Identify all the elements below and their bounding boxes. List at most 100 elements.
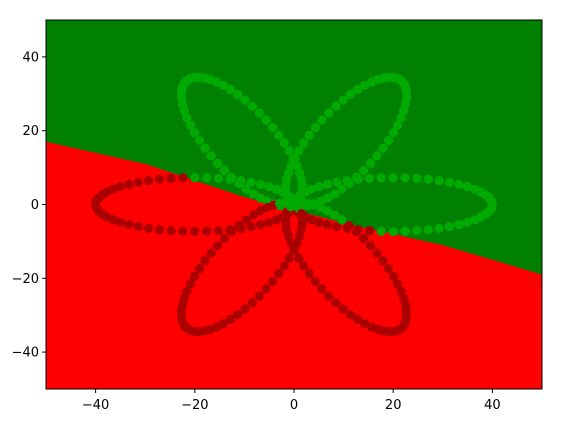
- data-point-petal-2-32: [211, 77, 222, 87]
- data-point-petal-4-20: [124, 220, 134, 230]
- y-tick-label: 20: [22, 124, 39, 139]
- data-point-petal-6-43: [226, 227, 237, 237]
- data-point-petal-5-8: [330, 210, 340, 220]
- data-point-petal-5-15: [378, 256, 388, 266]
- data-point-petal-5-9: [337, 215, 347, 225]
- data-point-petal-2-43: [284, 146, 294, 156]
- data-point-petal-3-14: [388, 172, 398, 183]
- data-point-petal-4-13: [202, 226, 212, 236]
- data-point-petal-3-34: [454, 220, 464, 230]
- data-point-petal-5-11: [351, 227, 362, 237]
- y-axis: −40 −20 0 20 40: [12, 50, 46, 361]
- data-point-petal-6-19: [233, 310, 243, 320]
- data-point-petal-6-41: [212, 241, 223, 251]
- data-point-petal-2-8: [248, 189, 258, 199]
- data-point-petal-4-34: [124, 179, 134, 189]
- data-point-petal-6-12: [279, 261, 289, 271]
- data-point-petal-6-9: [292, 238, 302, 248]
- data-point-petal-2-9: [241, 184, 251, 194]
- data-point-petal-4-32: [108, 184, 118, 194]
- data-point-petal-4-44: [236, 176, 246, 186]
- data-point-petal-3-19: [444, 177, 455, 187]
- data-point-petal-5-7: [322, 206, 333, 216]
- data-point-petal-1-11: [294, 146, 304, 156]
- data-point-petal-4-14: [190, 226, 200, 237]
- data-point-petal-3-17: [423, 174, 433, 184]
- data-point-petal-1-34: [399, 106, 409, 116]
- data-point-petal-2-34: [225, 84, 235, 95]
- data-point-petal-1-19: [345, 89, 355, 99]
- data-point-petal-3-33: [462, 217, 473, 227]
- data-point-petal-5-17: [388, 271, 399, 281]
- data-point-petal-5-40: [310, 276, 320, 287]
- data-point-petal-3-32: [470, 215, 480, 225]
- data-point-petal-3-7: [314, 182, 324, 192]
- data-point-petal-6-14: [268, 276, 278, 287]
- data-point-petal-5-39: [317, 284, 327, 294]
- data-point-petal-4-41: [202, 173, 212, 183]
- data-point-petal-3-35: [444, 222, 455, 232]
- data-point-petal-3-11: [353, 174, 363, 184]
- data-point-petal-4-45: [246, 177, 256, 187]
- data-point-petal-6-11: [284, 253, 294, 263]
- data-point-petal-3-10: [342, 176, 352, 186]
- data-point-petal-6-18: [240, 304, 250, 314]
- data-point-petal-3-41: [376, 226, 386, 236]
- data-point-petal-5-19: [396, 286, 406, 296]
- y-tick-label: 40: [22, 50, 39, 65]
- data-point-petal-2-15: [200, 143, 210, 153]
- data-point-petal-6-8: [294, 231, 305, 241]
- data-point-petal-5-18: [393, 279, 403, 289]
- data-point-petal-3-36: [434, 223, 444, 233]
- data-point-petal-3-38: [412, 226, 422, 236]
- data-point-petal-4-9: [246, 222, 256, 232]
- data-point-petal-3-9: [332, 177, 342, 187]
- data-point-petal-4-21: [115, 217, 126, 227]
- data-point-petal-6-42: [219, 233, 230, 244]
- data-point-petal-3-15: [400, 173, 410, 183]
- data-point-petal-5-35: [345, 310, 355, 320]
- data-point-petal-3-18: [434, 176, 444, 186]
- data-point-petal-1-17: [331, 101, 341, 111]
- data-point-petal-1-47: [322, 193, 333, 203]
- data-point-petal-1-14: [310, 122, 320, 133]
- data-point-petal-6-16: [254, 291, 264, 301]
- points-layer: [91, 72, 497, 337]
- data-point-petal-1-13: [304, 130, 314, 140]
- data-point-petal-1-46: [330, 189, 340, 199]
- data-point-petal-2-45: [292, 161, 302, 171]
- data-point-petal-2-44: [288, 153, 298, 163]
- data-point-petal-4-15: [178, 226, 188, 236]
- data-point-petal-3-8: [322, 179, 333, 189]
- data-point-petal-4-46: [255, 179, 266, 189]
- data-point-petal-6-15: [261, 284, 271, 294]
- data-point-petal-3-6: [306, 184, 317, 194]
- y-tick-label: −40: [12, 346, 39, 361]
- data-point-petal-6-52: [285, 198, 295, 208]
- data-point-petal-4-17: [155, 225, 165, 235]
- data-point-petal-6-17: [247, 298, 257, 308]
- data-point-petal-2-18: [185, 120, 195, 130]
- data-point-petal-5-32: [366, 322, 377, 332]
- data-point-petal-6-35: [182, 286, 192, 296]
- data-point-petal-1-38: [383, 135, 394, 146]
- data-point-petal-2-37: [247, 101, 257, 111]
- data-point-petal-1-8: [283, 168, 294, 178]
- data-point-petal-1-36: [393, 120, 403, 130]
- x-axis: −40 −20 0 20 40: [82, 389, 501, 413]
- data-point-petal-1-45: [337, 184, 347, 194]
- data-point-petal-4-16: [166, 226, 176, 236]
- data-point-petal-1-21: [360, 80, 370, 90]
- data-point-petal-3-13: [376, 173, 386, 183]
- data-point-petal-3-16: [412, 173, 422, 183]
- data-point-petal-6-20: [225, 314, 235, 325]
- data-point-petal-5-34: [353, 314, 363, 325]
- data-point-petal-1-37: [388, 128, 399, 138]
- y-tick-label: −20: [12, 272, 39, 287]
- data-point-petal-4-33: [115, 182, 126, 192]
- data-point-petal-4-36: [144, 176, 154, 186]
- data-point-petal-4-18: [144, 223, 154, 233]
- data-point-petal-2-12: [219, 165, 230, 176]
- data-point-petal-4-6: [271, 215, 282, 225]
